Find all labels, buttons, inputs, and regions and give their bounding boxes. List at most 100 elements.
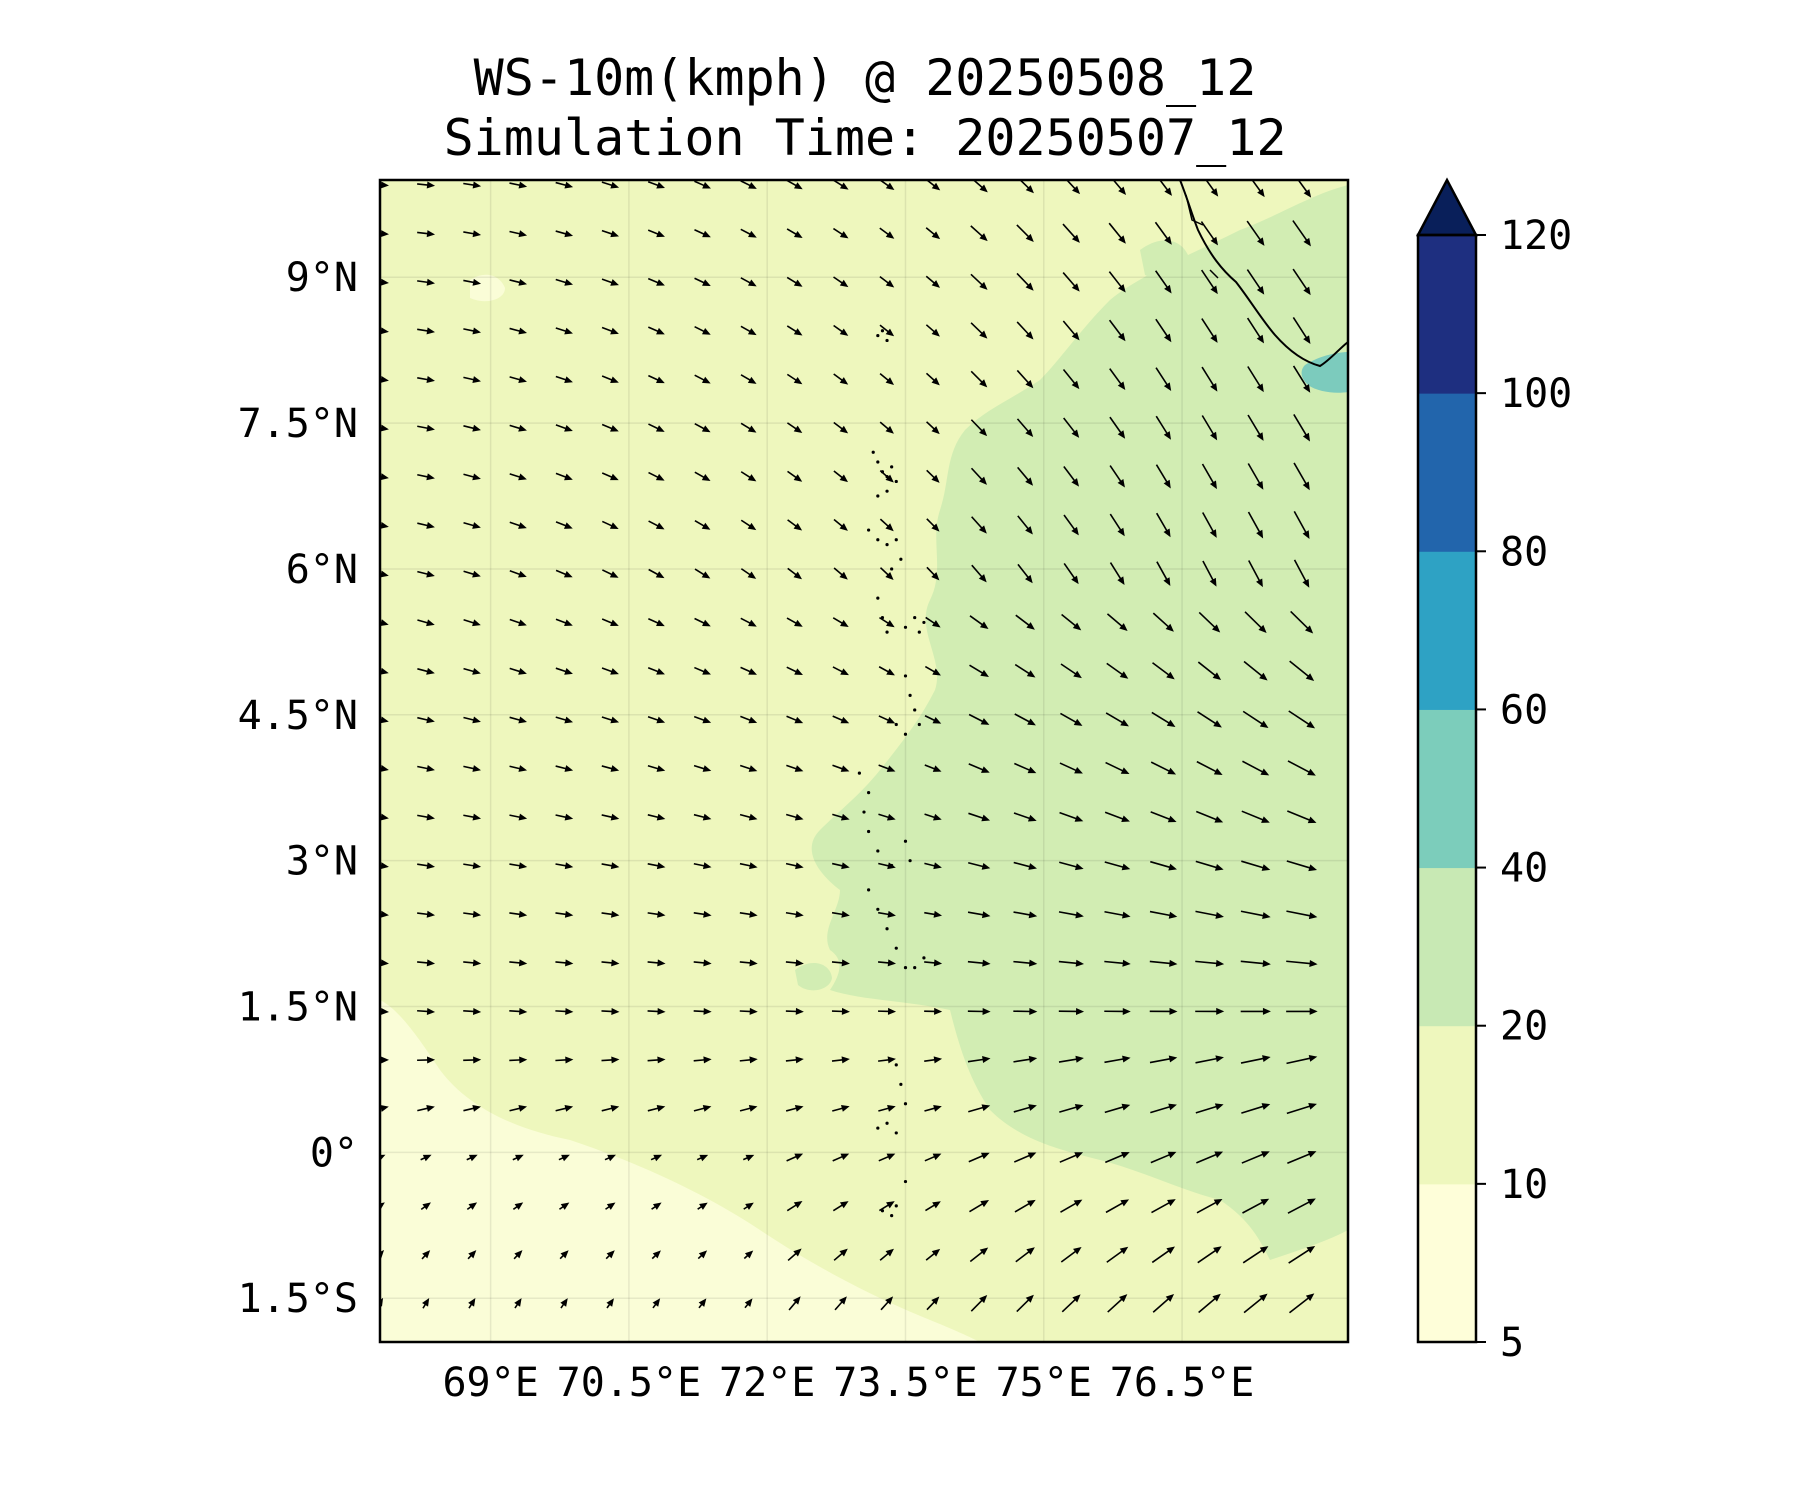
- chart-title: WS-10m(kmph) @ 20250508_12: [473, 49, 1257, 107]
- colorbar-tick-label: 60: [1500, 687, 1548, 733]
- wind-vector: [509, 667, 527, 675]
- wind-vector: [647, 716, 666, 724]
- wind-vector: [1149, 1055, 1178, 1064]
- wind-vector: [1247, 366, 1264, 393]
- wind-vector: [925, 1248, 941, 1261]
- wind-vector: [422, 1297, 430, 1309]
- wind-vector: [693, 862, 712, 870]
- wind-vector: [693, 910, 712, 918]
- wind-vector: [832, 715, 850, 724]
- wind-vector: [1014, 713, 1036, 726]
- wind-vector: [740, 277, 757, 287]
- atoll-dot: [890, 1213, 894, 1218]
- wind-vector: [463, 910, 482, 918]
- wind-vector: [694, 325, 711, 335]
- wind-vector: [968, 763, 990, 773]
- wind-vector: [555, 472, 573, 481]
- wind-vector: [1243, 1293, 1268, 1314]
- wind-vector: [697, 1202, 708, 1210]
- wind-vector: [1240, 910, 1271, 919]
- wind-vector: [1201, 366, 1218, 392]
- atoll-dot: [903, 1179, 908, 1184]
- wind-vector: [463, 327, 482, 335]
- map-plot-area: [380, 180, 1348, 1342]
- wind-vector: [648, 520, 665, 530]
- wind-vector: [1109, 416, 1126, 439]
- wind-vector: [1198, 1293, 1221, 1314]
- wind-vector: [555, 230, 574, 238]
- wind-vector: [509, 570, 527, 578]
- strong-zone: [1301, 352, 1348, 393]
- wind-vector: [509, 765, 528, 772]
- wind-vector: [1108, 222, 1126, 244]
- atoll-dot: [922, 956, 926, 960]
- wind-vector: [1247, 511, 1264, 539]
- wind-vector: [509, 716, 527, 724]
- wind-vector: [1150, 761, 1177, 775]
- wind-vector: [925, 227, 941, 240]
- wind-vector: [555, 1056, 574, 1064]
- wind-vector: [555, 1007, 574, 1015]
- wind-vector: [970, 419, 988, 437]
- wind-vector: [509, 813, 528, 821]
- atoll-dot: [908, 693, 912, 697]
- wind-vector: [786, 180, 803, 190]
- wind-vector: [1197, 711, 1222, 728]
- wind-vector: [693, 1007, 712, 1015]
- wind-vector: [879, 227, 895, 239]
- wind-vector: [1151, 1199, 1176, 1214]
- wind-vector: [1059, 762, 1083, 774]
- wind-vector: [786, 1153, 804, 1162]
- wind-vector: [1241, 810, 1270, 823]
- wind-vector: [970, 322, 988, 339]
- wind-vector: [1240, 1055, 1271, 1064]
- wind-vector: [1106, 613, 1128, 632]
- wind-vector: [1105, 1199, 1130, 1214]
- wind-vector: [879, 616, 895, 628]
- wind-vector: [1152, 662, 1175, 680]
- wind-vector: [968, 1152, 990, 1163]
- wind-vector: [1246, 180, 1265, 198]
- calm-zone: [380, 1000, 980, 1342]
- wind-vector: [1105, 1151, 1130, 1164]
- atoll-dot: [913, 615, 917, 620]
- colorbar-extend-arrow: [1415, 177, 1479, 237]
- wind-vector: [1195, 1103, 1224, 1114]
- wind-vector: [694, 422, 711, 433]
- atoll-dot: [867, 791, 871, 795]
- wind-vector: [968, 1104, 991, 1113]
- wind-vector: [1154, 221, 1172, 245]
- wind-vector: [1196, 1151, 1224, 1164]
- wind-vector: [694, 519, 711, 530]
- atoll-dot: [867, 528, 871, 532]
- wind-vector: [509, 278, 528, 286]
- wind-vector: [601, 423, 619, 432]
- wind-vector: [1198, 611, 1221, 633]
- wind-vector: [463, 278, 482, 286]
- wind-vector: [1059, 1152, 1084, 1163]
- wind-vector: [1106, 1246, 1129, 1263]
- wind-vector: [417, 862, 435, 870]
- wind-vector: [601, 278, 619, 286]
- wind-vector: [926, 518, 940, 532]
- wind-vector: [1200, 221, 1219, 246]
- wind-vector: [1202, 512, 1217, 538]
- wind-vector: [466, 1202, 478, 1210]
- wind-vector: [648, 568, 665, 579]
- wind-vector: [740, 568, 757, 579]
- wind-vector: [785, 1104, 804, 1112]
- colorbar-frame: [1416, 233, 1478, 1344]
- wind-vector: [1016, 321, 1034, 340]
- wind-vector: [604, 1154, 616, 1162]
- wind-vector: [1017, 466, 1034, 486]
- wind-vector: [879, 518, 894, 532]
- wind-vector: [559, 1250, 569, 1260]
- wind-vector: [697, 1250, 708, 1260]
- coastline: [1179, 180, 1348, 368]
- wind-vector: [1104, 1055, 1131, 1064]
- wind-vector: [693, 959, 712, 967]
- wind-vector: [601, 472, 619, 481]
- wind-vector: [878, 1056, 896, 1064]
- wind-vector: [1241, 1151, 1270, 1164]
- wind-vector: [601, 910, 620, 918]
